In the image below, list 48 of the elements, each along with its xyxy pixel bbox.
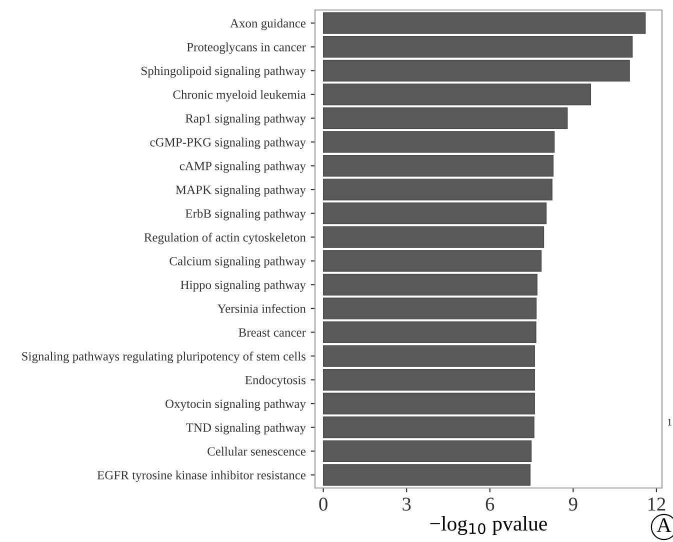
y-tick-label: Signaling pathways regulating pluripotency of stem cells [22, 352, 306, 364]
x-tick-label: 3 [402, 498, 411, 511]
y-tick-label: TND signaling pathway [186, 423, 306, 434]
bar [322, 178, 552, 200]
y-tick-label: Hippo signaling pathway [180, 280, 306, 292]
y-tick-label: EGFR tyrosine kinase inhibitor resistance [97, 470, 306, 482]
y-tick-label: Sphingolipoid signaling pathway [142, 66, 306, 78]
bar [322, 392, 535, 414]
x-tick-label: 12 [648, 498, 666, 511]
bar [322, 36, 633, 58]
bar [322, 440, 532, 462]
bar [322, 368, 535, 391]
y-tick-label: cGMP-PKG signaling pathway [150, 138, 306, 150]
x-tick-label: 0 [319, 498, 328, 511]
bar [322, 250, 542, 272]
bar [322, 107, 568, 130]
x-tick-label: 6 [486, 498, 494, 511]
bar [322, 60, 630, 82]
y-tick-label: Calcium signaling pathway [170, 256, 306, 268]
bar [322, 154, 554, 177]
y-tick-label: Yersinia infection [217, 304, 306, 313]
y-tick-label: Axon guidance [230, 18, 306, 30]
bar [322, 321, 536, 344]
bar [322, 226, 544, 248]
bar [322, 416, 534, 438]
y-tick-label: ErbB signaling pathway [186, 208, 306, 220]
bar [322, 274, 538, 296]
x-tick-label: 9 [568, 498, 578, 511]
bar [322, 131, 555, 153]
text: A [656, 518, 672, 532]
bar [322, 12, 646, 34]
y-tick-label: Rap1 signaling pathway [186, 114, 306, 126]
y-tick-label: Proteoglycans in cancer [186, 42, 306, 54]
y-tick-label: Regulation of actin cytoskeleton [144, 232, 306, 244]
y-tick-label: Cellular senescence [208, 446, 306, 456]
x-axis-title: −log$_{10}$ pvalue [430, 516, 547, 535]
bar [322, 84, 592, 106]
y-tick-label: MAPK signaling pathway [176, 185, 306, 197]
y-tick-label: Chronic myeloid leukemia [173, 90, 306, 102]
y-tick-label: Breast cancer [238, 328, 306, 337]
bar [322, 202, 547, 224]
bar [322, 298, 537, 320]
bar [322, 464, 530, 486]
y-tick-label: Endocytosis [245, 375, 306, 387]
bar [322, 345, 535, 367]
text: 1 [668, 418, 672, 426]
y-tick-label: Oxytocin signaling pathway [166, 399, 306, 411]
y-tick-label: cAMP signaling pathway [180, 161, 306, 173]
